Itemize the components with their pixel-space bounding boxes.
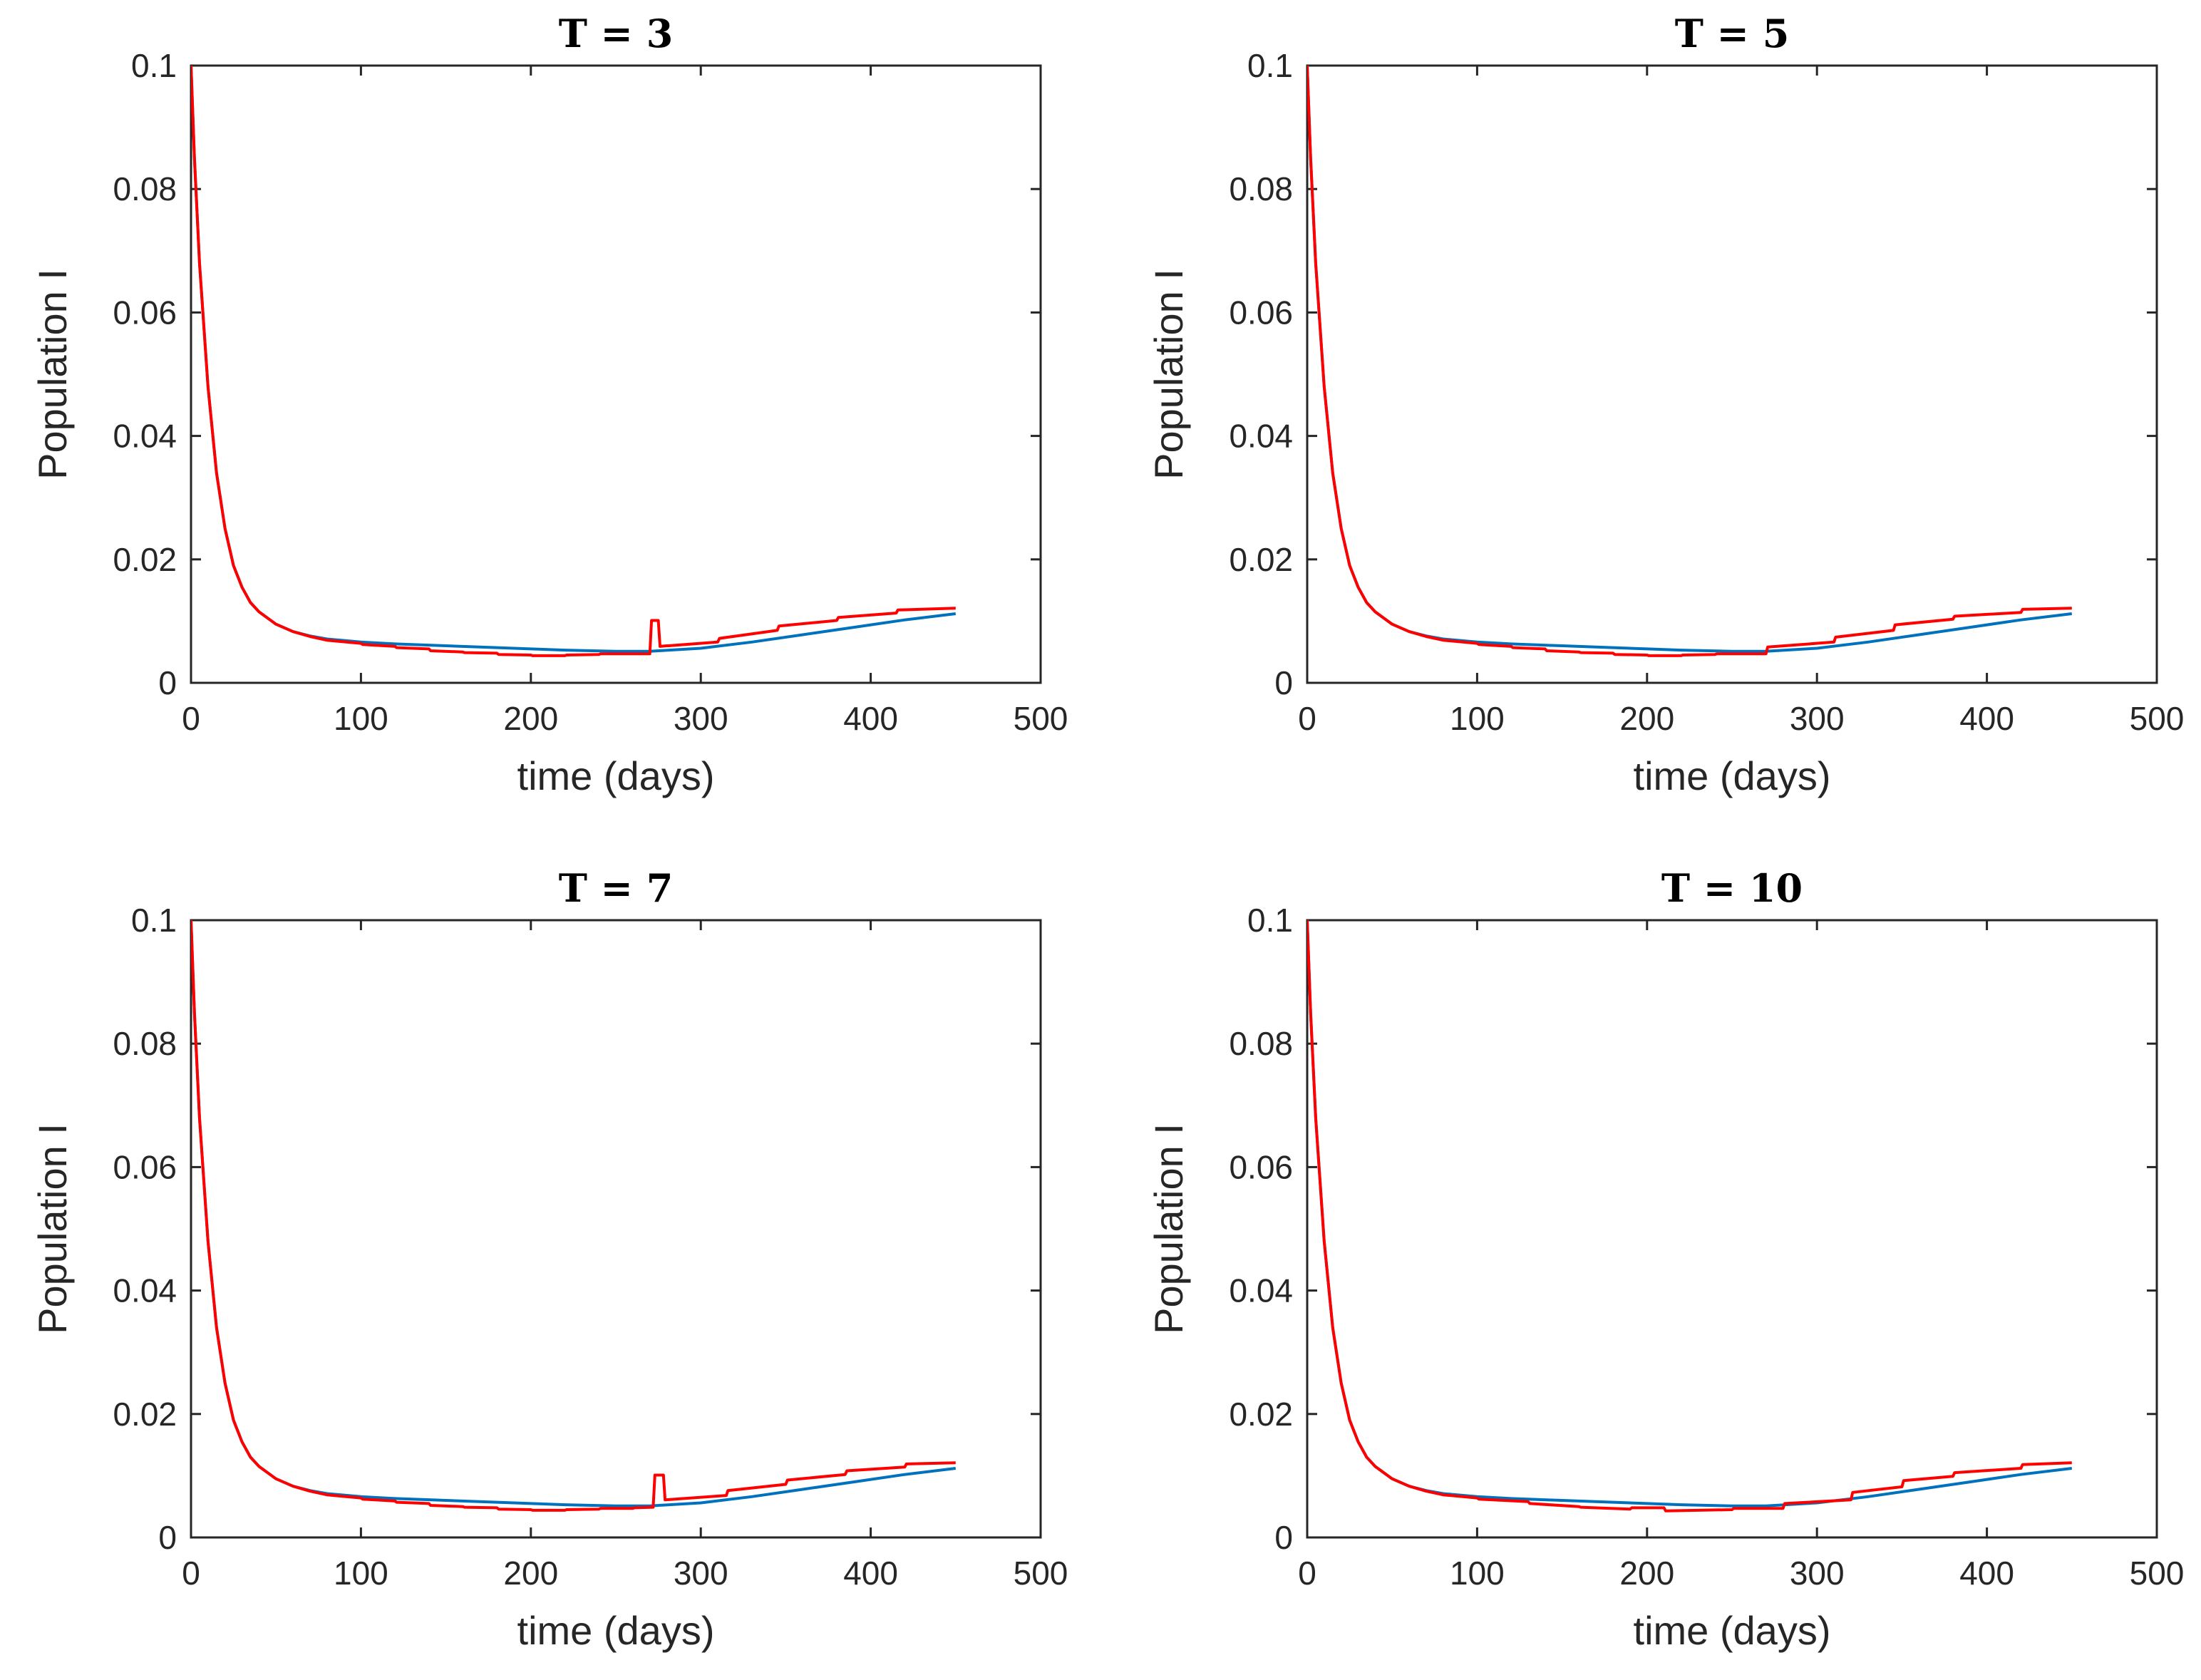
y-tick-label: 0.04 (113, 418, 177, 455)
y-tick-label: 0.06 (1229, 294, 1293, 331)
x-tick-label: 100 (334, 1555, 388, 1592)
y-tick-label: 0.02 (113, 1396, 177, 1433)
axes-box (190, 919, 1042, 1539)
x-tick-label: 100 (334, 700, 388, 737)
y-tick-label: 0.1 (1247, 902, 1293, 939)
x-tick-label: 200 (503, 1555, 558, 1592)
x-tick-label: 200 (1619, 700, 1674, 737)
y-tick-label: 0.02 (1229, 541, 1293, 578)
y-tick-label: 0.08 (1229, 170, 1293, 207)
x-axis-label: time (days) (1634, 753, 1831, 798)
y-tick-label: 0.04 (1229, 418, 1293, 455)
panel-4: 0 100 200 300 400 500 0 0.02 0.04 0.06 0.08 0.1 T = … (1146, 865, 2184, 1653)
y-tick-label: 0.08 (113, 170, 177, 207)
y-tick-label: 0 (1274, 664, 1293, 701)
x-tick-label: 400 (843, 1555, 898, 1592)
y-tick-label: 0 (158, 1519, 177, 1556)
panel-3: 0 100 200 300 400 500 0 0.02 0.04 0.06 0.08 0.1 T = … (30, 865, 1068, 1653)
x-tick-label: 300 (1790, 700, 1845, 737)
x-tick-label: 0 (1298, 1555, 1316, 1592)
x-tick-label: 100 (1450, 700, 1505, 737)
y-axis-label: Population I (30, 269, 75, 480)
y-tick-label: 0.08 (113, 1025, 177, 1062)
series-line-impulsive (1307, 65, 2072, 657)
y-tick-label: 0.04 (113, 1272, 177, 1309)
x-tick-label: 0 (182, 1555, 200, 1592)
x-tick-label: 200 (1619, 1555, 1674, 1592)
x-tick-label: 400 (1959, 700, 2014, 737)
y-tick-label: 0.02 (1229, 1396, 1293, 1433)
y-tick-label: 0 (1274, 1519, 1293, 1556)
x-tick-label: 200 (503, 700, 558, 737)
panel-2: 0 100 200 300 400 500 0 0.02 0.04 0.06 0.08 0.1 T = … (1146, 11, 2184, 798)
panel-title: T = 10 (1661, 865, 1803, 911)
y-tick-label: 0.02 (113, 541, 177, 578)
panel-title: T = 3 (559, 11, 674, 56)
series-line-impulsive (191, 919, 956, 1512)
x-tick-label: 300 (674, 700, 728, 737)
x-tick-label: 300 (674, 1555, 728, 1592)
x-tick-label: 500 (1014, 700, 1068, 737)
x-tick-label: 300 (1790, 1555, 1845, 1592)
x-axis-label: time (days) (517, 753, 715, 798)
x-tick-label: 100 (1450, 1555, 1505, 1592)
series-line-impulsive (191, 65, 956, 657)
x-tick-label: 500 (1014, 1555, 1068, 1592)
x-tick-label: 0 (182, 700, 200, 737)
y-tick-label: 0.06 (1229, 1148, 1293, 1185)
x-tick-label: 500 (2130, 700, 2185, 737)
y-axis-label: Population I (30, 1123, 75, 1334)
y-tick-label: 0.06 (113, 1148, 177, 1185)
x-tick-label: 400 (1959, 1555, 2014, 1592)
y-tick-label: 0.1 (1247, 47, 1293, 84)
axes-box (1306, 919, 2158, 1539)
axes-box (1306, 64, 2158, 684)
y-tick-label: 0.08 (1229, 1025, 1293, 1062)
panel-title: T = 5 (1675, 11, 1790, 56)
x-tick-label: 0 (1298, 700, 1316, 737)
y-axis-label: Population I (1146, 269, 1191, 480)
panel-title: T = 7 (559, 865, 674, 911)
series-line-impulsive (1307, 919, 2072, 1512)
y-tick-label: 0.1 (131, 902, 177, 939)
y-tick-label: 0.06 (113, 294, 177, 331)
x-axis-label: time (days) (1634, 1608, 1831, 1653)
x-tick-label: 400 (843, 700, 898, 737)
y-tick-label: 0.04 (1229, 1272, 1293, 1309)
x-axis-label: time (days) (517, 1608, 715, 1653)
y-tick-label: 0 (158, 664, 177, 701)
y-tick-label: 0.1 (131, 47, 177, 84)
axes-box (190, 64, 1042, 684)
panel-1: 0 100 200 300 400 500 0 0.02 0.04 0.06 0.08 0.1 T = … (30, 11, 1068, 798)
x-tick-label: 500 (2130, 1555, 2185, 1592)
y-axis-label: Population I (1146, 1123, 1191, 1334)
